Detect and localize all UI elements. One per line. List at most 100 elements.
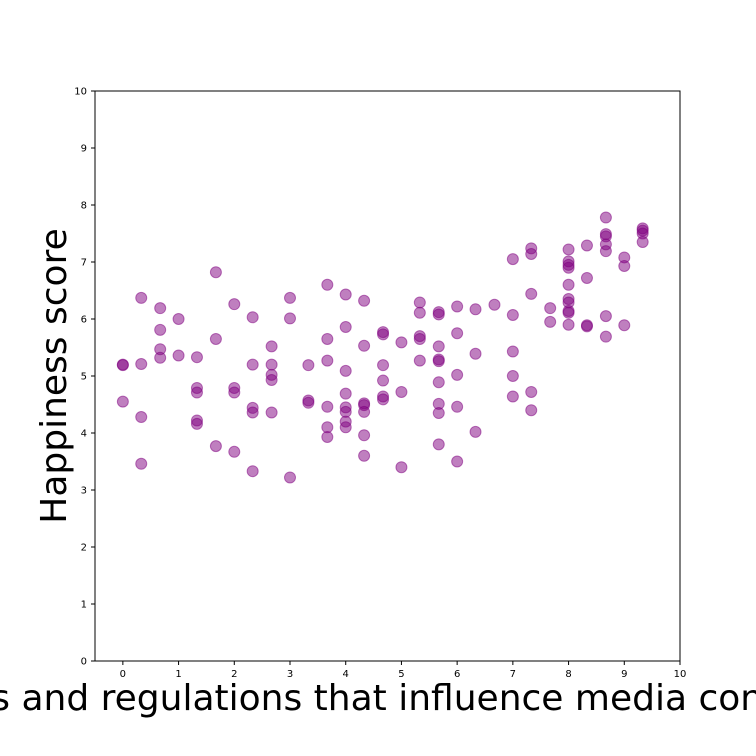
data-point [172, 349, 185, 362]
data-point [580, 320, 593, 333]
data-point [432, 376, 445, 389]
data-point [432, 355, 445, 368]
data-point [209, 440, 222, 453]
data-point [377, 374, 390, 387]
plot-area [95, 91, 680, 661]
data-point [265, 406, 278, 419]
data-point [599, 330, 612, 343]
data-point [618, 259, 631, 272]
data-point [228, 445, 241, 458]
data-point [116, 395, 129, 408]
data-point [636, 236, 649, 249]
y-tick-label: 9 [81, 144, 87, 155]
x-tick-label: 1 [175, 669, 181, 680]
data-point [580, 239, 593, 252]
data-point [506, 370, 519, 382]
y-tick-label: 10 [74, 87, 87, 98]
y-tick-label: 3 [81, 486, 87, 497]
data-point [358, 339, 371, 352]
data-point [525, 404, 538, 417]
data-point [469, 303, 482, 316]
data-point [339, 364, 352, 377]
data-point [190, 351, 203, 364]
data-point [451, 327, 464, 340]
data-point [265, 340, 278, 353]
data-point [228, 298, 241, 311]
data-point [321, 400, 334, 413]
y-axis: 0 1 2 3 4 5 6 7 8 9 10 [74, 87, 95, 668]
data-point [358, 294, 371, 307]
data-point [321, 332, 334, 345]
data-point [246, 465, 259, 478]
data-point [284, 471, 296, 484]
data-point [525, 385, 538, 398]
data-point [228, 386, 241, 399]
data-point [413, 354, 426, 367]
data-point [302, 396, 315, 409]
data-point [562, 261, 575, 274]
data-point [302, 359, 315, 372]
data-point [506, 309, 519, 322]
data-point [246, 406, 259, 419]
y-tick-label: 4 [81, 429, 87, 440]
x-tick-label: 5 [398, 669, 404, 680]
data-point [209, 266, 222, 279]
x-tick-label: 2 [231, 669, 237, 680]
data-point [562, 243, 575, 256]
y-tick-label: 5 [81, 372, 87, 383]
y-tick-label: 1 [81, 600, 87, 611]
data-point [154, 351, 167, 364]
data-point [321, 278, 334, 291]
data-point [525, 248, 538, 261]
data-point [190, 386, 203, 399]
data-point [562, 278, 575, 291]
y-tick-label: 2 [81, 543, 87, 554]
data-point [358, 449, 371, 462]
y-tick-label: 8 [81, 201, 87, 212]
x-tick-label: 8 [565, 669, 571, 680]
data-point [562, 318, 575, 331]
data-point [506, 345, 519, 358]
data-point [284, 291, 296, 304]
data-point [321, 430, 334, 443]
data-point [116, 358, 129, 371]
data-point [358, 429, 371, 442]
data-point [265, 373, 278, 386]
data-point [172, 313, 185, 325]
data-point [246, 358, 259, 371]
data-point [154, 302, 167, 315]
data-point [451, 368, 464, 381]
data-point [339, 288, 352, 301]
data-point [562, 306, 575, 319]
x-axis-title: Laws and regulations that influence medi… [0, 678, 756, 719]
data-point [154, 323, 167, 336]
data-point [488, 298, 501, 311]
data-point [377, 328, 390, 341]
data-point [432, 438, 445, 451]
points-layer [116, 211, 649, 484]
data-point [339, 387, 352, 400]
data-point [544, 302, 557, 315]
x-tick-label: 6 [454, 669, 460, 680]
data-point [358, 405, 371, 418]
data-point [209, 332, 222, 345]
data-point [618, 319, 631, 332]
data-point [599, 310, 612, 323]
data-point [135, 457, 148, 470]
data-point [432, 407, 445, 420]
data-point [339, 421, 352, 434]
data-point [451, 455, 464, 468]
data-point [413, 296, 426, 309]
x-tick-label: 10 [674, 669, 687, 680]
data-point [432, 308, 445, 321]
data-point [599, 245, 612, 258]
data-point [284, 312, 296, 325]
data-point [506, 390, 519, 403]
data-point [451, 400, 464, 413]
data-point [135, 358, 148, 371]
data-point [395, 336, 408, 349]
x-tick-label: 3 [287, 669, 293, 680]
data-point [265, 358, 278, 371]
data-point [451, 300, 464, 313]
